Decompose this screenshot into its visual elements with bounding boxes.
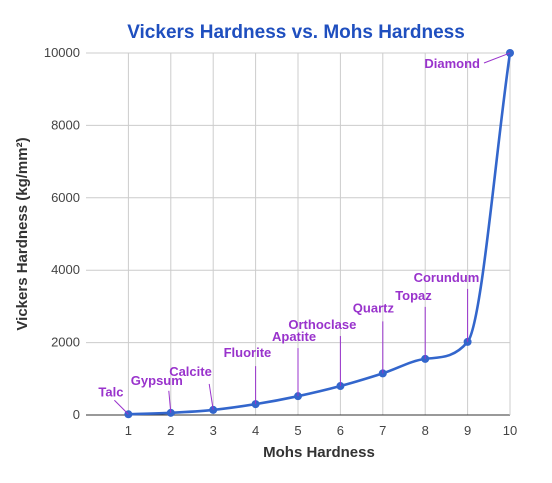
annotation-label: Calcite xyxy=(169,364,212,379)
x-tick-label: 7 xyxy=(379,423,386,438)
annotation-label: Diamond xyxy=(424,56,480,71)
annotation-label: Apatite xyxy=(272,329,316,344)
annotation-label: Corundum xyxy=(414,270,480,285)
y-tick-label: 10000 xyxy=(44,45,80,60)
x-tick-label: 10 xyxy=(503,423,517,438)
y-axis-label: Vickers Hardness (kg/mm²) xyxy=(14,137,31,330)
y-tick-label: 6000 xyxy=(51,190,80,205)
annotation-label: Fluorite xyxy=(224,345,272,360)
x-tick-label: 2 xyxy=(167,423,174,438)
x-tick-label: 8 xyxy=(422,423,429,438)
axis-layer: 0 2000 4000 6000 8000 10000 1 2 3 4 5 6 7 8 9 10 xyxy=(44,45,517,438)
annotation-label: Talc xyxy=(98,384,123,399)
x-tick-label: 9 xyxy=(464,423,471,438)
x-tick-label: 1 xyxy=(125,423,132,438)
x-tick-label: 6 xyxy=(337,423,344,438)
annotation-label: Quartz xyxy=(353,300,395,315)
y-tick-label: 2000 xyxy=(51,335,80,350)
series-line xyxy=(127,51,512,416)
y-tick-label: 0 xyxy=(73,407,80,422)
chart-title: Vickers Hardness vs. Mohs Hardness xyxy=(127,22,465,43)
annotation-label: Gypsum xyxy=(131,373,183,388)
x-tick-label: 4 xyxy=(252,423,259,438)
y-tick-label: 8000 xyxy=(51,117,80,132)
annotation-label: Topaz xyxy=(395,288,432,303)
point-layer xyxy=(124,49,514,419)
annotation-leader xyxy=(168,390,172,413)
curve-layer xyxy=(127,51,512,416)
y-tick-label: 4000 xyxy=(51,262,80,277)
annotation-leader xyxy=(483,52,511,64)
annotation-label: Orthoclase xyxy=(288,317,356,332)
x-tick-label: 3 xyxy=(210,423,217,438)
annotation-leader xyxy=(114,399,129,415)
x-tick-label: 5 xyxy=(294,423,301,438)
annotation-leader xyxy=(208,383,214,411)
x-axis-label: Mohs Hardness xyxy=(263,444,375,461)
